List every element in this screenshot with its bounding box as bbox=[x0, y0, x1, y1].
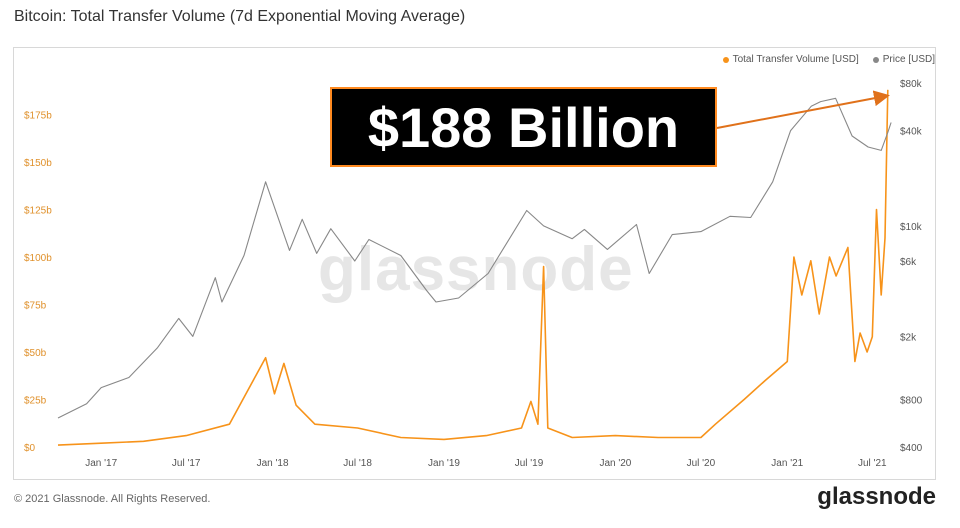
x-tick-label: Jan '21 bbox=[771, 458, 803, 469]
callout-box: $188 Billion bbox=[330, 87, 717, 167]
y-axis-right: $400 $800 $2k $6k $10k $40k $80k bbox=[900, 79, 923, 454]
y-right-tick-label: $10k bbox=[900, 222, 923, 233]
legend-label-transfer-volume: Total Transfer Volume [USD] bbox=[732, 54, 859, 65]
y-right-tick-label: $40k bbox=[900, 127, 923, 138]
y-right-tick-label: $800 bbox=[900, 395, 923, 406]
y-right-tick-label: $400 bbox=[900, 443, 923, 454]
x-tick-label: Jul '19 bbox=[515, 458, 544, 469]
x-tick-label: Jan '20 bbox=[599, 458, 631, 469]
x-tick-label: Jan '17 bbox=[85, 458, 117, 469]
y-left-tick-label: $50b bbox=[24, 348, 47, 359]
chart-legend: Total Transfer Volume [USD] Price [USD] bbox=[722, 54, 935, 65]
y-right-tick-label: $80k bbox=[900, 79, 923, 90]
x-tick-label: Jul '21 bbox=[858, 458, 887, 469]
y-axis-left: $0 $25b $50b $75b $100b $125b $150b $175b bbox=[24, 111, 52, 455]
y-left-tick-label: $25b bbox=[24, 396, 47, 407]
y-left-tick-label: $0 bbox=[24, 443, 36, 454]
x-axis: Jan '17 Jul '17 Jan '18 Jul '18 Jan '19 Jul '… bbox=[85, 458, 887, 469]
legend-item-price[interactable]: Price [USD] bbox=[872, 54, 935, 65]
x-tick-label: Jan '18 bbox=[257, 458, 289, 469]
chart-panel: Total Transfer Volume [USD] Price [USD] bbox=[13, 47, 936, 480]
x-tick-label: Jan '19 bbox=[428, 458, 460, 469]
y-left-tick-label: $175b bbox=[24, 111, 52, 122]
series-line-transfer-volume bbox=[57, 89, 889, 446]
y-left-tick-label: $75b bbox=[24, 301, 47, 312]
series-layer bbox=[57, 89, 892, 446]
glassnode-logo: glassnode bbox=[817, 483, 936, 510]
series-line-price bbox=[57, 97, 892, 419]
legend-dot-transfer-volume bbox=[722, 56, 729, 63]
y-left-tick-label: $125b bbox=[24, 206, 52, 217]
legend-item-transfer-volume[interactable]: Total Transfer Volume [USD] bbox=[722, 54, 859, 65]
legend-label-price: Price [USD] bbox=[882, 54, 935, 65]
x-tick-label: Jul '18 bbox=[343, 458, 372, 469]
legend-dot-price bbox=[872, 56, 879, 63]
y-right-tick-label: $6k bbox=[900, 257, 917, 268]
x-tick-label: Jul '20 bbox=[687, 458, 716, 469]
watermark-text: glassnode bbox=[318, 235, 634, 304]
y-left-tick-label: $100b bbox=[24, 253, 52, 264]
callout-arrow bbox=[716, 90, 890, 129]
y-left-tick-label: $150b bbox=[24, 158, 52, 169]
copyright-text: © 2021 Glassnode. All Rights Reserved. bbox=[14, 493, 211, 505]
chart-title: Bitcoin: Total Transfer Volume (7d Expon… bbox=[14, 8, 466, 25]
x-tick-label: Jul '17 bbox=[172, 458, 201, 469]
y-right-tick-label: $2k bbox=[900, 332, 917, 343]
